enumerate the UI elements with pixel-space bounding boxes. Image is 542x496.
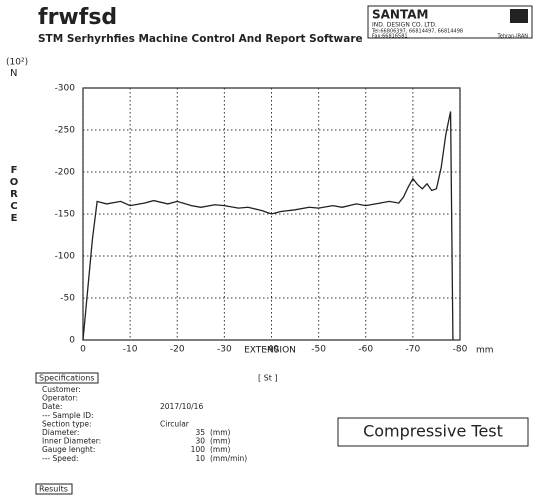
spec-value: 10 — [195, 454, 205, 463]
spec-label: Operator: — [42, 394, 78, 403]
spec-label: Section type: — [42, 419, 92, 428]
x-tick-label: -40 — [264, 345, 279, 355]
logo-city: Tehran-IRAN — [497, 34, 529, 40]
spec-unit: (mm/min) — [210, 454, 247, 463]
y-unit: N — [10, 68, 17, 79]
spec-unit: (mm) — [210, 437, 231, 446]
logo-company: IND. DESIGN CO. LTD. — [372, 22, 437, 29]
spec-rows: Customer:Operator:Date: 2017/10/16 --- Sam… — [42, 385, 247, 463]
y-tick-label: -250 — [55, 126, 76, 136]
x-label: EXTENSION — [244, 346, 296, 356]
spec-label: Diameter: — [42, 428, 79, 437]
logo-name: SANTAM — [372, 8, 428, 22]
spec-label: Inner Diameter: — [42, 437, 101, 446]
y-tick-label: -300 — [55, 84, 76, 94]
y-label-text: FORCE — [9, 165, 20, 225]
y-tick-label: -50 — [60, 294, 75, 304]
spec-label: Gauge lenght: — [42, 445, 95, 454]
test-name: Compressive Test — [363, 422, 503, 441]
x-tick-label: -20 — [170, 345, 185, 355]
logo-tel: Tel:66806397, 66814497, 66814498 — [371, 29, 463, 35]
spec-value: Circular — [160, 419, 190, 428]
spec-title: Specifications — [39, 374, 95, 383]
title: frwfsd — [38, 5, 117, 30]
spec-label: --- Speed: — [42, 454, 79, 463]
spec-label: --- Sample ID: — [42, 411, 94, 420]
y-tick-label: -200 — [55, 168, 76, 178]
test-box — [337, 417, 529, 447]
spec-unit: (mm) — [210, 428, 231, 437]
x-tick-label: -30 — [217, 345, 232, 355]
x-tick-label: -10 — [123, 345, 138, 355]
y-tick-label: 0 — [69, 336, 75, 346]
line — [82, 111, 454, 341]
x-tick-label: 0 — [80, 345, 86, 355]
spec-box — [35, 372, 99, 384]
results-box — [35, 483, 73, 495]
y-label: FORCE — [9, 165, 20, 225]
y-scale: (10²) — [6, 58, 28, 68]
x-unit: mm — [476, 346, 494, 356]
results-title: Results — [39, 485, 68, 494]
logo-box — [367, 5, 533, 39]
logo-icon — [510, 9, 528, 23]
x-tick-label: -50 — [311, 345, 326, 355]
logo-fax: Fax:66816581 — [372, 34, 408, 40]
spec-label: Date: — [42, 402, 62, 411]
x-tick-label: -80 — [453, 345, 468, 355]
y-tick-label: -100 — [55, 252, 76, 262]
subtitle: STM Serhyrhfies Machine Control And Repo… — [38, 33, 363, 45]
y-tick-label: -150 — [55, 210, 76, 220]
x-tick-label: -70 — [406, 345, 421, 355]
spec-label: Customer: — [42, 385, 81, 394]
spec-unit: (mm) — [210, 445, 231, 454]
spec-value: 30 — [195, 437, 205, 446]
plot: 0 -50 -100 -150 -200 -250 -300 0 -10 -20 -30 -40 -50… — [55, 84, 468, 355]
spec-value: 35 — [195, 428, 205, 437]
spec-value: 2017/10/16 — [160, 402, 203, 411]
spec-value: 100 — [191, 445, 206, 454]
x-tick-label: -60 — [358, 345, 373, 355]
sample: [ St ] — [258, 374, 278, 383]
